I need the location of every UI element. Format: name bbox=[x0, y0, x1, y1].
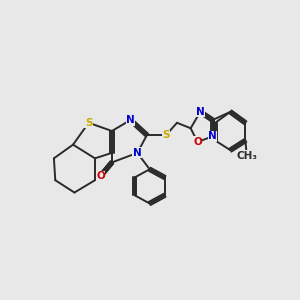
Text: N: N bbox=[196, 107, 205, 117]
Text: S: S bbox=[85, 118, 92, 128]
Text: N: N bbox=[133, 148, 142, 158]
Text: O: O bbox=[193, 137, 202, 147]
Text: N: N bbox=[126, 115, 135, 125]
Text: O: O bbox=[96, 171, 105, 181]
Text: N: N bbox=[208, 131, 217, 142]
Text: S: S bbox=[162, 130, 170, 140]
Text: CH₃: CH₃ bbox=[236, 151, 257, 160]
